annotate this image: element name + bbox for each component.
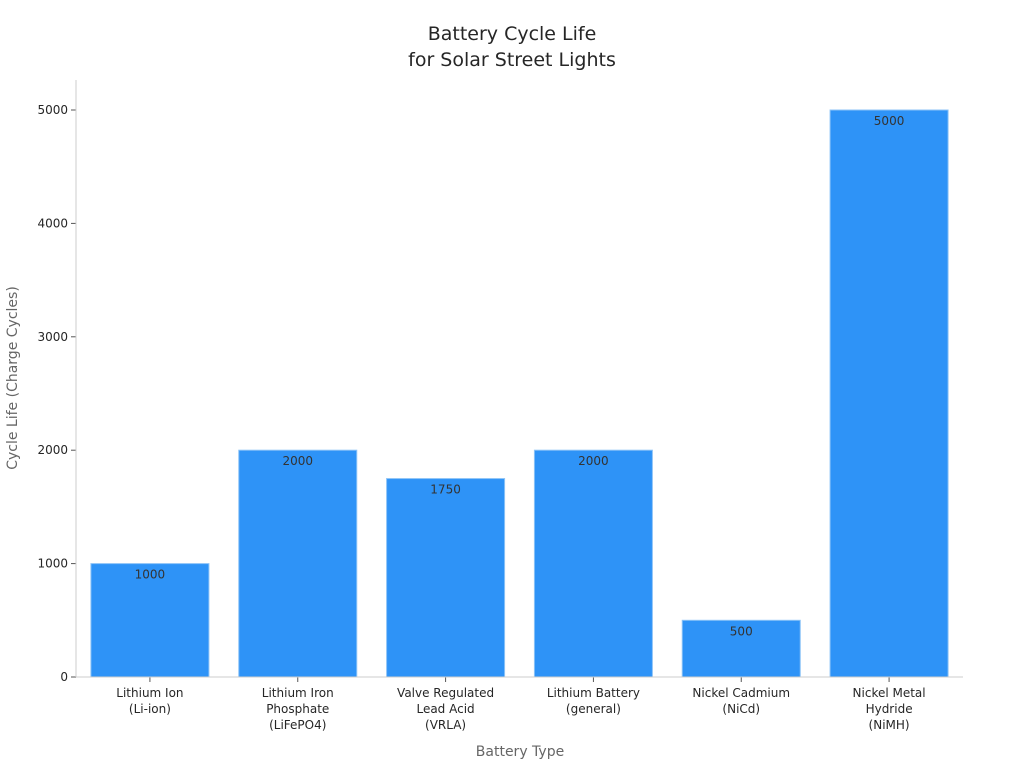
x-tick-label: (Li-ion) [129, 702, 171, 716]
y-tick-label: 0 [60, 670, 68, 684]
x-tick-label: Lithium Battery [547, 686, 640, 700]
y-tick-label: 1000 [37, 557, 68, 571]
y-tick-label: 4000 [37, 216, 68, 230]
bar [533, 449, 653, 678]
y-axis-label: Cycle Life (Charge Cycles) [5, 286, 21, 470]
chart-title-line-2: for Solar Street Lights [408, 49, 616, 71]
bar [829, 109, 949, 678]
bar [90, 563, 210, 678]
data-label: 1750 [430, 483, 461, 497]
y-tick-label: 5000 [37, 103, 68, 117]
bar [238, 449, 358, 678]
bar [386, 478, 506, 678]
x-tick-label: (LiFePO4) [269, 718, 326, 732]
x-tick-label: (NiCd) [722, 702, 760, 716]
data-label: 2000 [282, 454, 313, 468]
x-axis-label: Battery Type [476, 744, 564, 760]
x-tick-label: Nickel Metal [853, 686, 926, 700]
data-label: 2000 [578, 454, 609, 468]
x-tick-label: (NiMH) [869, 718, 910, 732]
x-tick-label: (general) [566, 702, 621, 716]
bar [681, 619, 801, 678]
data-label: 500 [730, 624, 753, 638]
data-label: 5000 [874, 114, 905, 128]
y-tick-label: 2000 [37, 443, 68, 457]
x-tick-label: Phosphate [266, 702, 329, 716]
x-tick-label: Lithium Ion [116, 686, 183, 700]
y-tick-label: 3000 [37, 330, 68, 344]
data-label: 1000 [135, 568, 166, 582]
x-tick-label: Nickel Cadmium [692, 686, 790, 700]
x-tick-label: Hydride [866, 702, 913, 716]
chart-title-line-1: Battery Cycle Life [428, 23, 597, 45]
x-tick-label: Valve Regulated [397, 686, 494, 700]
x-tick-label: Lead Acid [416, 702, 474, 716]
x-tick-label: (VRLA) [425, 718, 466, 732]
x-tick-label: Lithium Iron [262, 686, 334, 700]
